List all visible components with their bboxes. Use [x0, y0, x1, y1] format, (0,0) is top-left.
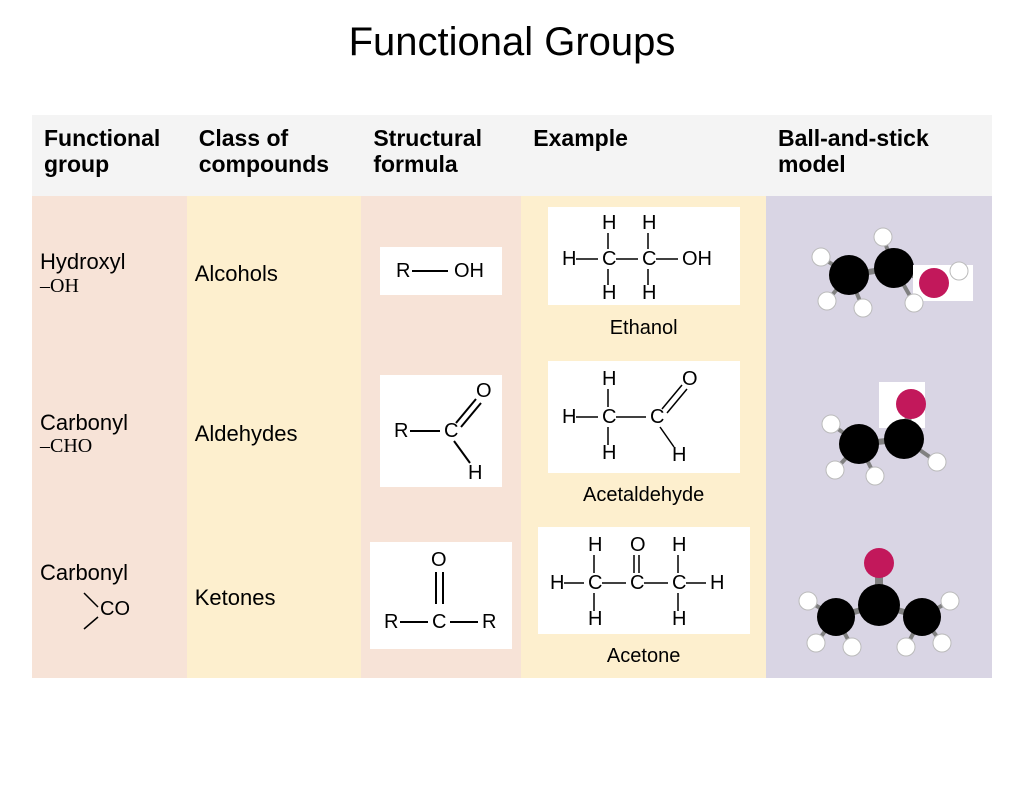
svg-text:H: H [550, 572, 564, 594]
svg-text:C: C [642, 248, 656, 270]
svg-text:C: C [602, 406, 616, 428]
oh-label: OH [454, 260, 484, 282]
group-cell: Carbonyl –CHO [32, 351, 187, 517]
table-row: Hydroxyl –OH Alcohols R OH H C [32, 196, 992, 351]
svg-text:H: H [672, 444, 686, 466]
model-cell [766, 517, 992, 678]
header-example: Example [521, 115, 766, 196]
svg-text:O: O [431, 549, 447, 571]
svg-text:C: C [432, 611, 446, 633]
svg-text:R: R [384, 611, 398, 633]
svg-text:CO: CO [100, 598, 130, 620]
svg-text:H: H [602, 442, 616, 464]
svg-text:H: H [602, 213, 616, 234]
svg-text:O: O [682, 368, 698, 390]
svg-text:H: H [562, 406, 576, 428]
svg-text:C: C [444, 420, 458, 442]
acetaldehyde-model-icon [779, 374, 979, 494]
svg-text:R: R [482, 611, 496, 633]
group-cell: Carbonyl CO [32, 517, 187, 678]
page-title: Functional Groups [0, 20, 1024, 65]
example-cell: H C C H H O H [521, 351, 766, 517]
header-row: Functional group Class of compounds Stru… [32, 115, 992, 196]
table-row: Carbonyl CO Ketones O R C [32, 517, 992, 678]
group-name: Carbonyl [40, 410, 179, 435]
svg-text:H: H [602, 368, 616, 390]
class-cell: Alcohols [187, 196, 362, 351]
table-row: Carbonyl –CHO Aldehydes R C O H [32, 351, 992, 517]
svg-text:C: C [588, 572, 602, 594]
group-sub: –CHO [40, 435, 179, 458]
svg-text:C: C [672, 572, 686, 594]
example-cell: H C C C H H H O [521, 517, 766, 678]
svg-text:C: C [602, 248, 616, 270]
formula-cell: R C O H [361, 351, 521, 517]
svg-text:H: H [642, 282, 656, 303]
svg-text:H: H [588, 608, 602, 628]
acetone-model-icon [774, 535, 984, 660]
svg-text:O: O [476, 381, 492, 402]
svg-text:R: R [394, 420, 408, 442]
group-name: Carbonyl [40, 560, 179, 585]
group-cell: Hydroxyl –OH [32, 196, 187, 351]
header-model: Ball-and-stick model [766, 115, 992, 196]
group-sub-diagram: CO [40, 585, 179, 635]
svg-text:H: H [672, 534, 686, 556]
svg-text:O: O [630, 534, 646, 556]
model-cell [766, 196, 992, 351]
svg-text:C: C [650, 406, 664, 428]
svg-text:H: H [642, 213, 656, 234]
formula-cell: R OH [361, 196, 521, 351]
formula-diagram: O R C R [370, 542, 512, 649]
r-label: R [396, 260, 410, 282]
formula-diagram: R OH [380, 247, 502, 295]
svg-text:C: C [630, 572, 644, 594]
svg-text:OH: OH [682, 248, 712, 270]
example-diagram: H C C OH H H H H [548, 207, 740, 305]
example-caption: Acetaldehyde [529, 484, 758, 507]
class-cell: Ketones [187, 517, 362, 678]
example-caption: Acetone [529, 645, 758, 668]
header-formula: Structural formula [361, 115, 521, 196]
svg-text:H: H [710, 572, 724, 594]
formula-cell: O R C R [361, 517, 521, 678]
example-caption: Ethanol [529, 317, 758, 340]
example-diagram: H C C C H H H O [538, 527, 750, 634]
ethanol-model-icon [779, 213, 979, 333]
svg-text:H: H [588, 534, 602, 556]
formula-diagram: R C O H [380, 375, 502, 487]
functional-groups-table: Functional group Class of compounds Stru… [32, 115, 992, 678]
svg-text:H: H [602, 282, 616, 303]
header-functional-group: Functional group [32, 115, 187, 196]
example-cell: H C C OH H H H H [521, 196, 766, 351]
example-diagram: H C C H H O H [548, 361, 740, 473]
class-cell: Aldehydes [187, 351, 362, 517]
header-class: Class of compounds [187, 115, 362, 196]
svg-text:H: H [468, 462, 482, 481]
svg-text:H: H [672, 608, 686, 628]
group-name: Hydroxyl [40, 249, 179, 274]
group-sub: –OH [40, 275, 179, 298]
model-cell [766, 351, 992, 517]
svg-text:H: H [562, 248, 576, 270]
